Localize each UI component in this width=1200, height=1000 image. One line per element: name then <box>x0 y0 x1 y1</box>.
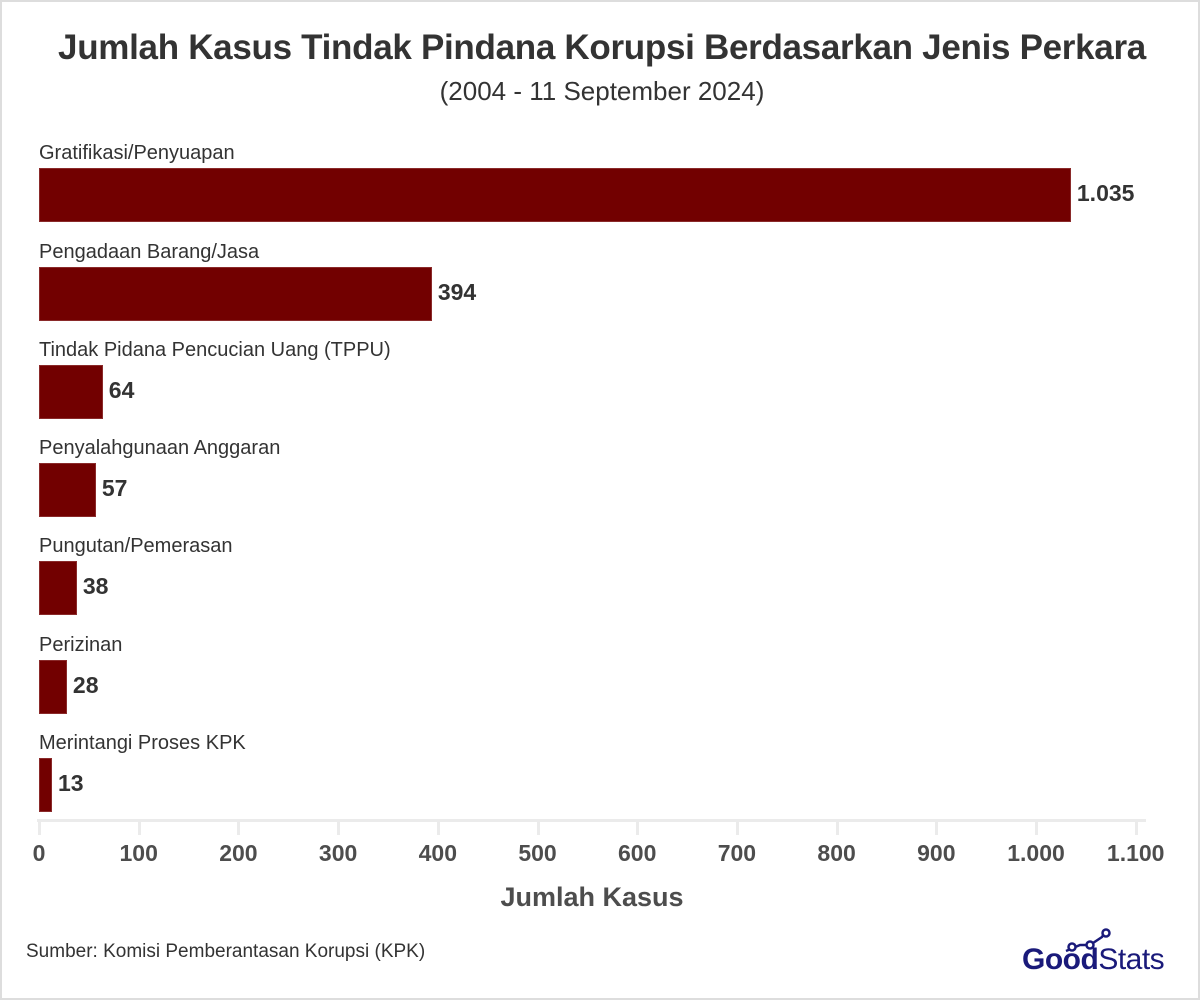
x-tick <box>735 820 739 835</box>
chart-subtitle: (2004 - 11 September 2024) <box>439 76 765 106</box>
bar <box>39 267 432 321</box>
x-tick-label: 800 <box>817 840 856 866</box>
category-label: Tindak Pidana Pencucian Uang (TPPU) <box>39 339 391 361</box>
bar <box>39 168 1071 222</box>
goodstats-logo: GoodStats <box>1020 927 1185 977</box>
logo-text-good: Good <box>1022 943 1099 976</box>
category-label: Pungutan/Pemerasan <box>39 535 233 557</box>
x-tick-label: 500 <box>518 840 557 866</box>
bar <box>39 660 67 714</box>
x-tick-label: 700 <box>717 840 757 866</box>
x-tick-label: 900 <box>917 840 956 866</box>
value-label: 38 <box>82 573 109 599</box>
value-label: 57 <box>101 475 128 501</box>
bar <box>39 561 77 615</box>
x-tick <box>137 820 141 835</box>
bar <box>39 758 52 812</box>
source-note: Sumber: Komisi Pemberantasan Korupsi (KP… <box>26 941 426 962</box>
bar <box>39 463 96 517</box>
category-label: Gratifikasi/Penyuapan <box>39 142 235 164</box>
bar-row: Tindak Pidana Pencucian Uang (TPPU) 64 <box>39 339 1145 437</box>
category-label: Perizinan <box>39 634 123 656</box>
x-tick <box>935 820 939 835</box>
x-tick-label: 1.100 <box>1106 840 1165 866</box>
x-tick <box>337 820 341 835</box>
bar-row: Penyalahgunaan Anggaran 57 <box>39 437 1145 535</box>
category-label: Penyalahgunaan Anggaran <box>39 437 281 459</box>
bar-row: Gratifikasi/Penyuapan 1.035 <box>39 142 1145 240</box>
value-label: 1.035 <box>1076 180 1135 206</box>
x-axis-label: Jumlah Kasus <box>500 882 684 912</box>
x-tick <box>436 820 440 835</box>
x-tick-label: 100 <box>119 840 158 866</box>
category-label: Merintangi Proses KPK <box>39 732 246 754</box>
logo-text: GoodStats <box>1022 943 1165 977</box>
x-tick <box>38 820 41 835</box>
x-tick-label: 200 <box>219 840 258 866</box>
bar-row: Pungutan/Pemerasan 38 <box>39 535 1145 633</box>
x-tick <box>536 820 540 835</box>
value-label: 64 <box>108 377 135 403</box>
value-label: 394 <box>437 279 477 305</box>
x-tick <box>835 820 839 835</box>
x-tick-label: 0 <box>32 840 46 866</box>
category-label: Pengadaan Barang/Jasa <box>39 241 260 263</box>
bar-row: Pengadaan Barang/Jasa 394 <box>39 241 1145 339</box>
logo-text-stats: Stats <box>1098 943 1165 976</box>
bar-row: Merintangi Proses KPK 13 <box>39 732 1145 830</box>
x-tick <box>1134 820 1138 835</box>
bar <box>39 365 103 419</box>
x-tick <box>237 820 241 835</box>
x-tick-label: 600 <box>618 840 657 866</box>
chart-title: Jumlah Kasus Tindak Pindana Korupsi Berd… <box>58 28 1146 67</box>
x-tick <box>1035 820 1038 835</box>
plot-area: Gratifikasi/Penyuapan 1.035 Pengadaan Bara… <box>39 142 1145 822</box>
x-axis-line <box>37 819 1146 822</box>
x-tick-label: 300 <box>318 840 358 866</box>
x-tick-label: 400 <box>418 840 457 866</box>
line-chart-dots-icon <box>1065 928 1111 953</box>
value-label: 13 <box>57 770 84 796</box>
value-label: 28 <box>72 672 99 698</box>
bar-row: Perizinan 28 <box>39 634 1145 732</box>
x-tick-label: 1.000 <box>1007 840 1065 866</box>
x-tick <box>636 820 640 835</box>
